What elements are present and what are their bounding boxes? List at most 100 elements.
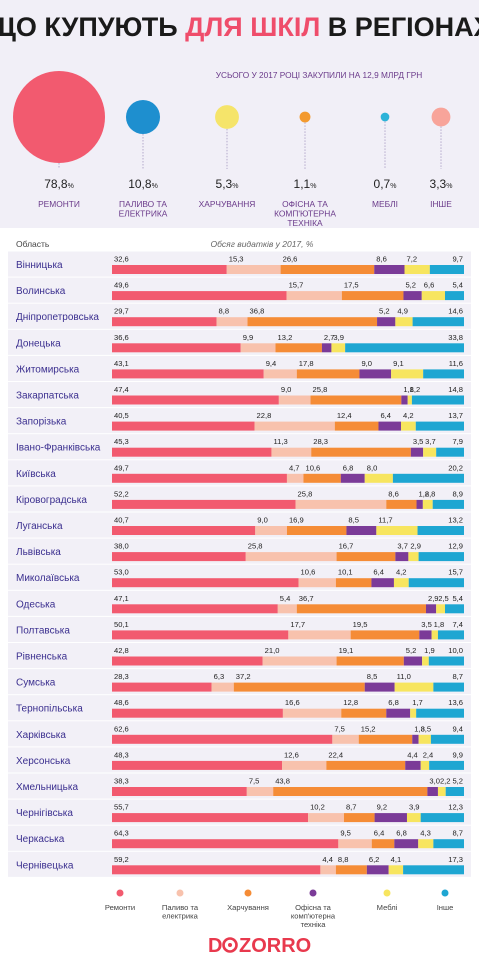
bar-value-label: 3,7: [425, 437, 436, 446]
bar-value-label: 13,7: [448, 411, 463, 420]
bar-segment: [350, 630, 420, 640]
bar-value-label: 43,8: [275, 777, 290, 786]
bar-value-label: 11,0: [397, 672, 411, 681]
bar-value-label: 7,2: [407, 255, 418, 264]
bar-value-label: 3,5: [421, 620, 432, 629]
bar-value-label: 43,1: [114, 359, 129, 368]
bar-segment: [406, 813, 421, 823]
bar-segment: [112, 734, 333, 744]
summary-value: 3,3%: [430, 177, 453, 191]
bar-segment: [112, 317, 217, 327]
summary-value-unit: %: [390, 183, 396, 190]
bar-segment: [411, 395, 464, 405]
bar-value-label: 19,5: [353, 620, 368, 629]
bar-value-label: 9,5: [340, 829, 351, 838]
region-label: Івано-Франківська: [16, 443, 101, 454]
legend-item: Харчування: [227, 889, 269, 912]
bar-segment: [404, 265, 430, 274]
bar-segment: [437, 787, 446, 796]
bar-segment: [412, 317, 464, 327]
bar-segment: [112, 473, 287, 483]
bar-value-label: 49,7: [114, 463, 129, 472]
bar-value-label: 9,0: [281, 385, 292, 394]
region-bars: Вінницька 32,6 15,3 26,6 8,6 7,2 9,7 Волинська 4…: [8, 251, 471, 877]
bar-value-label: 4,7: [289, 463, 300, 472]
region-label: Одеська: [16, 599, 56, 610]
title-accent: ДЛЯ ШКІЛ: [185, 12, 320, 42]
bar-value-label: 9,2: [377, 803, 388, 812]
bar-segment: [394, 682, 434, 692]
bar-value-label: 17,3: [448, 855, 463, 864]
bar-value-label: 2,9: [410, 542, 421, 551]
bar-segment: [403, 656, 423, 666]
bar-segment: [407, 395, 412, 405]
bar-value-label: 8,7: [452, 829, 463, 838]
bar-segment: [377, 317, 396, 327]
bar-value-label: 36,8: [250, 307, 265, 316]
summary-value: 78,8%: [44, 177, 74, 191]
bar-value-label: 38,3: [114, 777, 129, 786]
bar-segment: [321, 343, 332, 353]
legend-swatch: [176, 889, 184, 897]
bar-value-label: 7,9: [452, 437, 463, 446]
region-row: Тернопільська 48,6 16,6 12,8 6,8 1,7 13,6: [8, 695, 471, 721]
region-label: Харківська: [16, 730, 66, 741]
bar-value-label: 3,9: [333, 333, 344, 342]
bar-segment: [334, 421, 379, 431]
bar-segment: [278, 395, 311, 405]
legend-swatch: [116, 889, 124, 897]
bar-value-label: 8,0: [367, 463, 378, 472]
bar-value-label: 32,6: [114, 255, 129, 264]
bar-value-label: 5,2: [379, 307, 390, 316]
summary-value-number: 3,3: [430, 177, 447, 191]
bar-value-label: 10,0: [448, 646, 463, 655]
region-label: Тернопільська: [16, 704, 83, 715]
bar-value-label: 5,4: [452, 594, 463, 603]
legend-label: Меблі: [377, 903, 398, 912]
bar-segment: [112, 813, 309, 823]
bar-segment: [445, 787, 464, 796]
bar-value-label: 8,7: [452, 672, 463, 681]
bar-segment: [112, 787, 247, 796]
region-label: Дніпропетровська: [16, 312, 99, 323]
summary-label: ТЕХНІКА: [287, 218, 323, 228]
bar-value-label: 22,4: [328, 750, 343, 759]
region-row: Івано-Франківська 45,3 11,3 28,3 3,5 3,7 7,9: [8, 434, 471, 460]
summary-bubble: [215, 105, 239, 129]
logo-text: ZORRO: [239, 935, 311, 957]
summary-item: 0,7% МЕБЛІ: [372, 112, 398, 209]
legend-label: комп'ютерна: [291, 912, 336, 921]
bar-segment: [391, 369, 424, 379]
bar-segment: [437, 630, 464, 640]
bar-segment: [420, 760, 430, 770]
bar-segment: [408, 552, 419, 562]
bar-segment: [226, 265, 281, 274]
legend-label: електрика: [162, 912, 198, 921]
region-label: Луганська: [16, 521, 63, 532]
bar-value-label: 4,1: [391, 855, 402, 864]
bar-value-label: 15,2: [361, 724, 376, 733]
bar-segment: [374, 265, 405, 274]
summary-value-unit: %: [446, 183, 452, 190]
bar-segment: [335, 578, 372, 588]
bar-segment: [395, 317, 413, 327]
bar-value-label: 22,8: [257, 411, 272, 420]
bar-value-label: 12,8: [343, 698, 358, 707]
region-label: Запорізька: [16, 417, 67, 428]
column-header-value: Обсяг видатків у 2017, %: [211, 239, 314, 249]
bar-value-label: 9,4: [266, 359, 277, 368]
bar-value-label: 2,4: [423, 750, 434, 759]
bar-value-label: 6,3: [214, 672, 225, 681]
bar-segment: [421, 291, 445, 301]
bar-value-label: 5,4: [280, 594, 291, 603]
bar-value-label: 16,7: [339, 542, 354, 551]
summary-bubble: [125, 99, 161, 135]
legend-label: Офісна та: [295, 903, 332, 912]
bar-segment: [429, 760, 464, 770]
summary-value-number: 5,3: [216, 177, 233, 191]
bar-value-label: 29,7: [114, 307, 129, 316]
bar-segment: [112, 760, 283, 770]
summary-value: 0,7%: [374, 177, 397, 191]
